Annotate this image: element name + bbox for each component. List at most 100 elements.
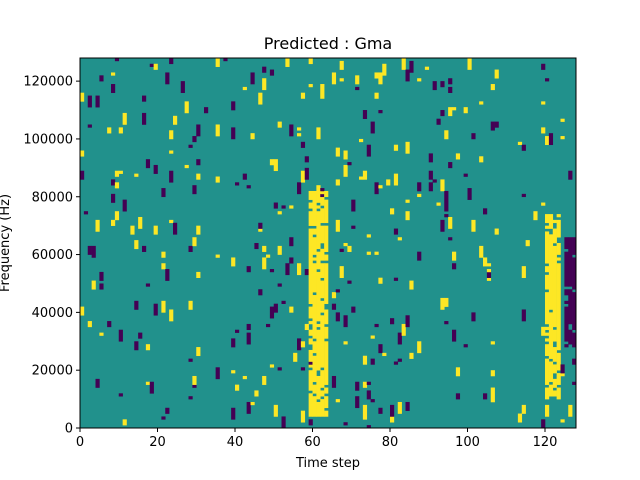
- heatmap-cell: [564, 344, 569, 348]
- heatmap-cell: [339, 78, 344, 82]
- y-axis: 0 20000 40000 60000 80000 100000 120000: [23, 75, 80, 437]
- heatmap-cell: [118, 127, 123, 134]
- heatmap-cell: [444, 297, 449, 307]
- heatmap-cell: [448, 237, 453, 241]
- heatmap-cell: [452, 107, 457, 111]
- heatmap-cell: [382, 63, 387, 76]
- heatmap-cell: [556, 387, 561, 400]
- x-axis: 0 20 40 60 80 100 120: [76, 428, 557, 450]
- heatmap-cell: [490, 341, 495, 345]
- heatmap-cell: [161, 263, 166, 270]
- heatmap-cell: [560, 373, 565, 377]
- heatmap-cell: [483, 208, 488, 215]
- heatmap-cell: [312, 263, 317, 293]
- heatmap-cell: [192, 375, 197, 385]
- heatmap-cell: [355, 381, 360, 391]
- heatmap-cell: [517, 141, 523, 146]
- heatmap-cell: [490, 370, 495, 377]
- heatmap-cell: [269, 364, 275, 368]
- heatmap-cell: [359, 138, 364, 143]
- heatmap-cell: [308, 419, 313, 426]
- heatmap-cell: [188, 245, 193, 252]
- heatmap-cell: [161, 416, 166, 420]
- heatmap-cell: [525, 240, 530, 247]
- heatmap-cell: [541, 127, 546, 134]
- heatmap-cell: [417, 78, 422, 82]
- heatmap-cell: [320, 196, 325, 206]
- heatmap-cell: [572, 332, 577, 348]
- heatmap-cell: [246, 332, 251, 345]
- heatmap-cell: [335, 399, 340, 403]
- heatmap-cell: [122, 112, 127, 125]
- heatmap-cell: [153, 63, 158, 70]
- heatmap-cell: [188, 144, 193, 148]
- heatmap-cell: [335, 179, 340, 186]
- heatmap-cell: [95, 95, 100, 108]
- heatmap-cell: [390, 208, 395, 215]
- heatmap-cell: [192, 185, 197, 195]
- heatmap-cell: [479, 156, 484, 163]
- heatmap-cell: [308, 349, 313, 362]
- heatmap-cell: [304, 167, 309, 180]
- heatmap-cell: [370, 335, 375, 339]
- heatmap-cell: [258, 289, 263, 296]
- heatmap-cell: [145, 159, 151, 169]
- heatmap-cell: [188, 358, 193, 362]
- y-tick-label: 60000: [32, 248, 73, 263]
- heatmap-cell: [545, 274, 550, 290]
- heatmap-cell: [250, 72, 255, 85]
- heatmap-cell: [80, 306, 85, 316]
- heatmap-cell: [192, 136, 197, 143]
- heatmap-cell: [134, 173, 139, 177]
- heatmap-cell: [378, 185, 383, 189]
- heatmap-cell: [374, 72, 379, 79]
- heatmap-cell: [541, 101, 546, 105]
- heatmap-cell: [165, 72, 170, 85]
- heatmap-cell: [169, 130, 174, 140]
- heatmap-cell: [308, 211, 313, 226]
- y-tick-label: 0: [65, 422, 73, 437]
- heatmap-cell: [393, 228, 399, 235]
- heatmap-cell: [386, 179, 391, 186]
- x-tick-label: 20: [149, 435, 166, 450]
- heatmap-cell: [149, 381, 154, 394]
- x-tick-label: 40: [227, 435, 244, 450]
- heatmap-cell: [568, 289, 573, 325]
- heatmap-cell: [169, 170, 174, 183]
- y-tick-label: 40000: [32, 306, 73, 321]
- heatmap-cell: [541, 202, 546, 206]
- heatmap-cell: [448, 78, 453, 85]
- heatmap-cell: [409, 352, 414, 359]
- heatmap-cell: [448, 107, 453, 117]
- heatmap-cell: [366, 390, 371, 400]
- heatmap-cell: [560, 118, 565, 122]
- heatmap-cell: [308, 306, 313, 319]
- heatmap-cell: [324, 396, 329, 409]
- x-axis-label: Time step: [295, 456, 360, 471]
- heatmap-cell: [316, 329, 321, 371]
- heatmap-cell: [568, 404, 573, 417]
- heatmap-cell: [486, 277, 492, 281]
- heatmap-cell: [180, 81, 185, 93]
- heatmap-cell: [316, 401, 321, 417]
- heatmap-cell: [343, 243, 348, 247]
- heatmap-cell: [250, 133, 255, 140]
- heatmap-cell: [99, 75, 104, 82]
- heatmap-cell: [95, 378, 100, 388]
- heatmap-cell: [362, 110, 368, 119]
- heatmap-cell: [545, 266, 550, 273]
- heatmap-cell: [324, 410, 329, 417]
- heatmap-cell: [312, 228, 317, 235]
- heatmap-cell: [572, 358, 577, 365]
- heatmap-cell: [471, 312, 476, 322]
- heatmap-cell: [320, 280, 325, 299]
- heatmap-cell: [452, 329, 457, 342]
- heatmap-cell: [545, 225, 550, 229]
- heatmap-cell: [242, 375, 247, 380]
- heatmap-cell: [545, 326, 550, 331]
- heatmap-cell: [231, 338, 236, 348]
- heatmap-cell: [111, 84, 116, 93]
- heatmap-cell: [556, 373, 561, 385]
- heatmap-cell: [440, 219, 445, 232]
- heatmap-cell: [196, 271, 201, 278]
